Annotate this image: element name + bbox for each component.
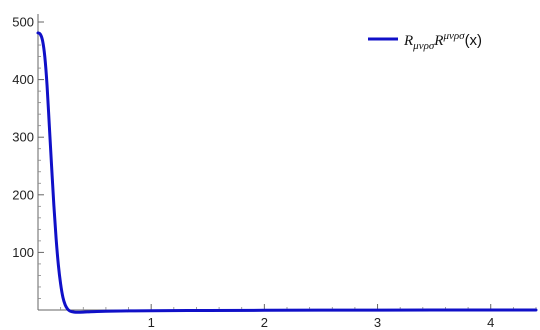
- major-ticks: [38, 21, 492, 310]
- x-tick-label: 2: [261, 315, 268, 330]
- y-tick-label: 200: [12, 187, 34, 202]
- legend-base-2: R: [433, 33, 443, 49]
- minor-ticks: [38, 33, 537, 310]
- legend-label: RμνρσRμνρσ(x): [403, 30, 482, 52]
- y-tick-label: 400: [12, 72, 34, 87]
- y-tick-label: 100: [12, 245, 34, 260]
- series-line: [36, 31, 538, 314]
- y-tick-label: 300: [12, 130, 34, 145]
- legend: RμνρσRμνρσ(x): [368, 30, 482, 52]
- axes: [37, 14, 536, 311]
- y-tick-label: 500: [12, 15, 34, 30]
- tick-labels: 1 2 3 4 100 200 300 400 500: [12, 15, 494, 330]
- legend-subscript: μνρσ: [412, 40, 435, 52]
- legend-superscript: μνρσ: [442, 30, 465, 42]
- series-layer: [36, 31, 538, 314]
- x-tick-label: 3: [374, 315, 381, 330]
- legend-base-1: R: [403, 33, 413, 49]
- x-tick-label: 4: [487, 315, 494, 330]
- x-tick-label: 1: [148, 315, 155, 330]
- legend-argument: (x): [465, 32, 483, 49]
